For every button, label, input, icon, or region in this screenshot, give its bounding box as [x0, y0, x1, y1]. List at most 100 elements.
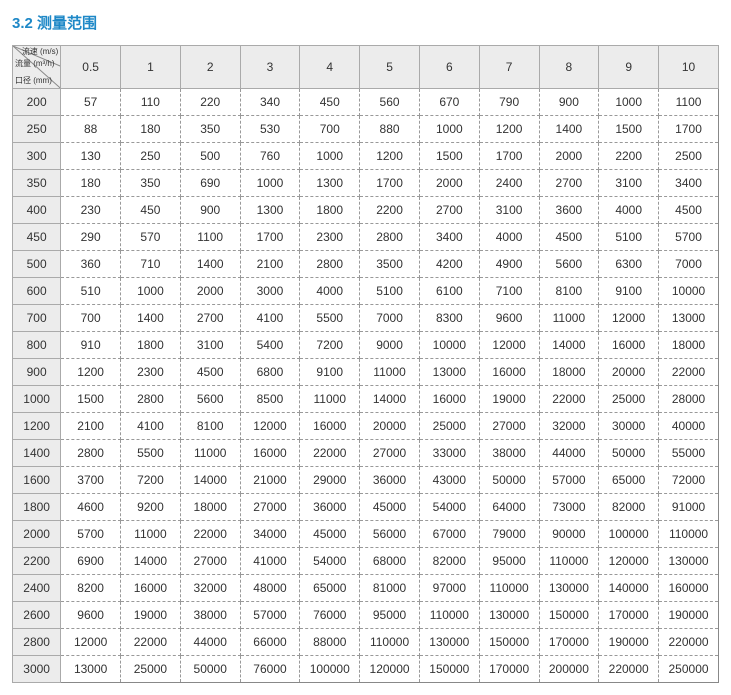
table-row: 4002304509001300180022002700310036004000… — [13, 197, 719, 224]
table-row: 2508818035053070088010001200140015001700 — [13, 116, 719, 143]
table-row: 1600370072001400021000290003600043000500… — [13, 467, 719, 494]
cell: 14000 — [360, 386, 420, 413]
cell: 12000 — [479, 332, 539, 359]
corner-label-left: 流量 (m³/h) — [15, 60, 55, 69]
cell: 65000 — [599, 467, 659, 494]
cell: 22000 — [180, 521, 240, 548]
table-row: 2400820016000320004800065000810009700011… — [13, 575, 719, 602]
corner-cell: 流速 (m/s) 流量 (m³/h) 口径 (mm) — [13, 46, 61, 89]
cell: 170000 — [599, 602, 659, 629]
cell: 250 — [121, 143, 181, 170]
cell: 1200 — [360, 143, 420, 170]
cell: 7000 — [360, 305, 420, 332]
cell: 190000 — [599, 629, 659, 656]
cell: 27000 — [360, 440, 420, 467]
cell: 28000 — [659, 386, 719, 413]
cell: 230 — [61, 197, 121, 224]
cell: 340 — [240, 89, 300, 116]
cell: 360 — [61, 251, 121, 278]
cell: 4000 — [599, 197, 659, 224]
cell: 110000 — [539, 548, 599, 575]
table-row: 9001200230045006800910011000130001600018… — [13, 359, 719, 386]
cell: 29000 — [300, 467, 360, 494]
cell: 18000 — [539, 359, 599, 386]
cell: 11000 — [300, 386, 360, 413]
row-header: 1600 — [13, 467, 61, 494]
cell: 2300 — [300, 224, 360, 251]
cell: 4600 — [61, 494, 121, 521]
cell: 91000 — [659, 494, 719, 521]
cell: 1800 — [121, 332, 181, 359]
cell: 13000 — [419, 359, 479, 386]
table-row: 2005711022034045056067079090010001100 — [13, 89, 719, 116]
cell: 5600 — [180, 386, 240, 413]
table-row: 2800120002200044000660008800011000013000… — [13, 629, 719, 656]
cell: 220000 — [599, 656, 659, 683]
cell: 8300 — [419, 305, 479, 332]
cell: 8100 — [539, 278, 599, 305]
table-row: 5003607101400210028003500420049005600630… — [13, 251, 719, 278]
cell: 95000 — [479, 548, 539, 575]
cell: 48000 — [240, 575, 300, 602]
corner-label-bot: 口径 (mm) — [15, 77, 52, 86]
column-header: 7 — [479, 46, 539, 89]
cell: 10000 — [659, 278, 719, 305]
cell: 2100 — [61, 413, 121, 440]
cell: 57000 — [240, 602, 300, 629]
cell: 150000 — [419, 656, 479, 683]
table-row: 2000570011000220003400045000560006700079… — [13, 521, 719, 548]
cell: 5100 — [360, 278, 420, 305]
cell: 100000 — [599, 521, 659, 548]
section-title: 3.2 测量范围 — [12, 12, 719, 33]
table-row: 6005101000200030004000510061007100810091… — [13, 278, 719, 305]
cell: 55000 — [659, 440, 719, 467]
cell: 88 — [61, 116, 121, 143]
cell: 350 — [180, 116, 240, 143]
cell: 19000 — [479, 386, 539, 413]
cell: 1400 — [539, 116, 599, 143]
cell: 2000 — [419, 170, 479, 197]
cell: 450 — [300, 89, 360, 116]
cell: 2400 — [479, 170, 539, 197]
cell: 1100 — [659, 89, 719, 116]
cell: 3100 — [180, 332, 240, 359]
cell: 32000 — [539, 413, 599, 440]
cell: 220 — [180, 89, 240, 116]
table-header-row: 流速 (m/s) 流量 (m³/h) 口径 (mm) 0.51234567891… — [13, 46, 719, 89]
cell: 6100 — [419, 278, 479, 305]
cell: 150000 — [539, 602, 599, 629]
cell: 54000 — [419, 494, 479, 521]
cell: 2300 — [121, 359, 181, 386]
cell: 44000 — [539, 440, 599, 467]
cell: 34000 — [240, 521, 300, 548]
cell: 7200 — [121, 467, 181, 494]
table-row: 2600960019000380005700076000950001100001… — [13, 602, 719, 629]
cell: 110000 — [479, 575, 539, 602]
cell: 1800 — [300, 197, 360, 224]
column-header: 0.5 — [61, 46, 121, 89]
column-header: 4 — [300, 46, 360, 89]
cell: 160000 — [659, 575, 719, 602]
cell: 76000 — [300, 602, 360, 629]
cell: 5600 — [539, 251, 599, 278]
table-row: 3000130002500050000760001000001200001500… — [13, 656, 719, 683]
cell: 110000 — [659, 521, 719, 548]
row-header: 200 — [13, 89, 61, 116]
cell: 22000 — [539, 386, 599, 413]
cell: 5500 — [300, 305, 360, 332]
row-header: 2000 — [13, 521, 61, 548]
cell: 9600 — [479, 305, 539, 332]
cell: 4100 — [240, 305, 300, 332]
cell: 250000 — [659, 656, 719, 683]
cell: 25000 — [419, 413, 479, 440]
cell: 11000 — [360, 359, 420, 386]
cell: 66000 — [240, 629, 300, 656]
cell: 2800 — [300, 251, 360, 278]
cell: 220000 — [659, 629, 719, 656]
cell: 38000 — [479, 440, 539, 467]
cell: 110000 — [360, 629, 420, 656]
cell: 14000 — [539, 332, 599, 359]
column-header: 3 — [240, 46, 300, 89]
cell: 20000 — [599, 359, 659, 386]
cell: 65000 — [300, 575, 360, 602]
